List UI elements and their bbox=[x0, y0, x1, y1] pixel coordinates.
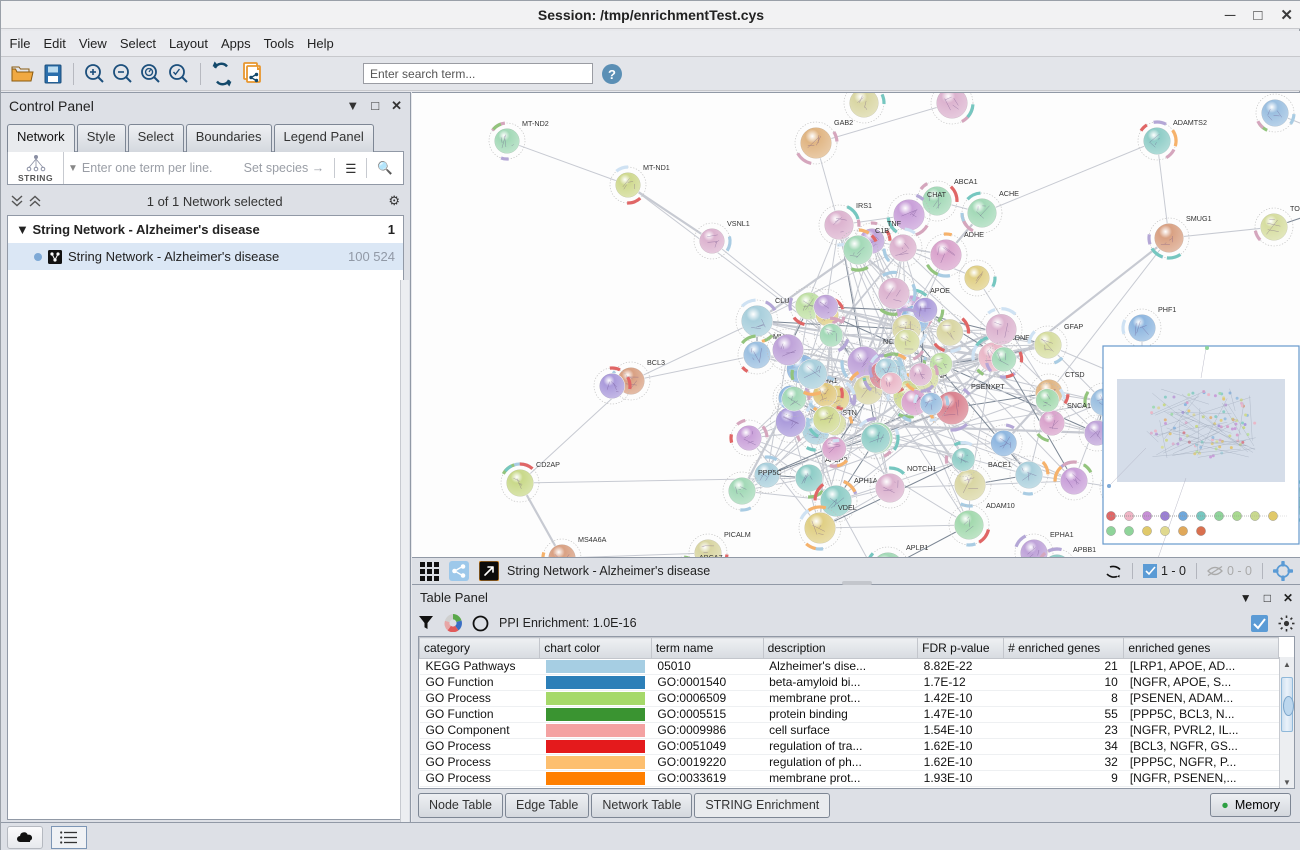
svg-text:VDEL: VDEL bbox=[838, 503, 857, 512]
svg-text:C1B: C1B bbox=[875, 226, 889, 235]
svg-text:TOMM40: TOMM40 bbox=[1290, 204, 1300, 213]
svg-text:SMUG1: SMUG1 bbox=[1186, 214, 1212, 223]
svg-text:APOE: APOE bbox=[930, 286, 950, 295]
svg-text:ACHE: ACHE bbox=[999, 189, 1019, 198]
svg-text:MT-ND1: MT-ND1 bbox=[643, 163, 670, 172]
svg-text:PICALM: PICALM bbox=[724, 530, 751, 539]
svg-text:ADHE: ADHE bbox=[964, 230, 984, 239]
svg-text:ABCA1: ABCA1 bbox=[954, 177, 978, 186]
svg-text:TNF: TNF bbox=[887, 219, 902, 228]
svg-text:PPP5C: PPP5C bbox=[758, 468, 782, 477]
svg-text:ADAMTS2: ADAMTS2 bbox=[1173, 118, 1207, 127]
svg-text:SNCA1: SNCA1 bbox=[1067, 401, 1091, 410]
svg-text:GAB2: GAB2 bbox=[834, 118, 853, 127]
svg-text:VSNL1: VSNL1 bbox=[727, 219, 750, 228]
svg-text:?: ? bbox=[608, 67, 616, 82]
svg-text:CHAT: CHAT bbox=[927, 190, 947, 199]
svg-text:APH1A: APH1A bbox=[854, 476, 878, 485]
svg-text:EPHA1: EPHA1 bbox=[1050, 530, 1074, 539]
svg-text:CTSD: CTSD bbox=[1065, 370, 1085, 379]
svg-text:BCL3: BCL3 bbox=[647, 358, 665, 367]
svg-text:PHF1: PHF1 bbox=[1158, 305, 1176, 314]
svg-text:APBB1: APBB1 bbox=[1073, 545, 1096, 554]
svg-text:CLU: CLU bbox=[775, 296, 789, 305]
svg-text:NOTCH1: NOTCH1 bbox=[907, 464, 937, 473]
svg-text:MS4A6A: MS4A6A bbox=[578, 535, 607, 544]
svg-text:MT-ND2: MT-ND2 bbox=[522, 119, 549, 128]
svg-text:IRS1: IRS1 bbox=[856, 201, 872, 210]
svg-text:ADAM10: ADAM10 bbox=[986, 501, 1015, 510]
svg-text:APLP1: APLP1 bbox=[906, 543, 928, 552]
svg-text:CD2AP: CD2AP bbox=[536, 460, 560, 469]
svg-text:GFAP: GFAP bbox=[1064, 322, 1083, 331]
svg-text:PSENXPT: PSENXPT bbox=[971, 382, 1005, 391]
